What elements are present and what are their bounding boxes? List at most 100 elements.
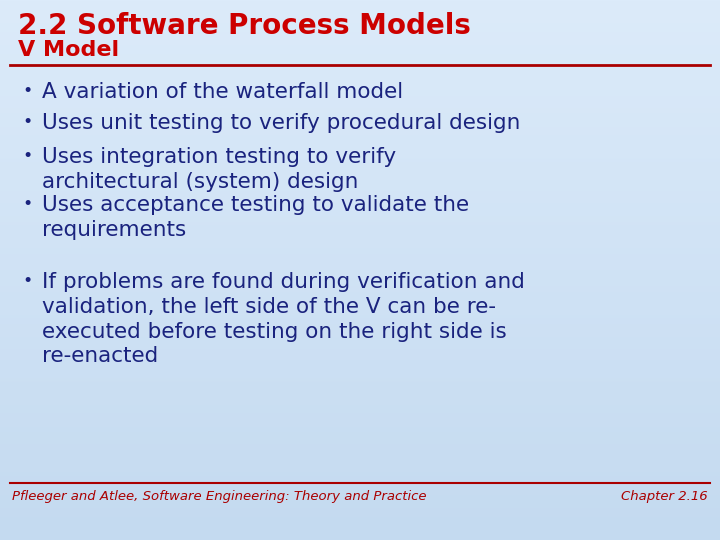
Bar [0,128,720,129]
Bar [0,54,720,55]
Bar [0,464,720,465]
Bar [0,193,720,194]
Bar [0,307,720,308]
Bar [0,368,720,369]
Bar [0,288,720,289]
Bar [0,100,720,101]
Bar [0,127,720,128]
Bar [0,148,720,149]
Bar [0,410,720,411]
Bar [0,425,720,426]
Bar [0,290,720,291]
Bar [0,284,720,285]
Bar [0,537,720,538]
Bar [0,168,720,169]
Bar [0,196,720,197]
Bar [0,419,720,420]
Bar [0,102,720,103]
Bar [0,391,720,392]
Bar [0,376,720,377]
Bar [0,445,720,446]
Bar [0,390,720,391]
Bar [0,66,720,67]
Bar [0,214,720,215]
Bar [0,356,720,357]
Bar [0,211,720,212]
Bar [0,212,720,213]
Bar [0,124,720,125]
Bar [0,291,720,292]
Bar [0,301,720,302]
Bar [0,67,720,68]
Bar [0,152,720,153]
Bar [0,45,720,46]
Bar [0,407,720,408]
Bar [0,440,720,441]
Bar [0,359,720,360]
Bar [0,532,720,533]
Bar [0,274,720,275]
Bar [0,118,720,119]
Bar [0,154,720,155]
Bar [0,182,720,183]
Bar [0,142,720,143]
Bar [0,477,720,478]
Bar [0,267,720,268]
Bar [0,65,720,66]
Bar [0,252,720,253]
Bar [0,318,720,319]
Bar [0,328,720,329]
Bar [0,123,720,124]
Bar [0,414,720,415]
Bar [0,98,720,99]
Text: •: • [22,147,32,165]
Bar [0,344,720,345]
Bar [0,101,720,102]
Bar [0,433,720,434]
Bar [0,0,720,1]
Bar [0,374,720,375]
Bar [0,157,720,158]
Bar [0,30,720,31]
Bar [0,153,720,154]
Bar [0,9,720,10]
Bar [0,515,720,516]
Bar [0,504,720,505]
Bar [0,227,720,228]
Bar [0,472,720,473]
Bar [0,218,720,219]
Bar [0,81,720,82]
Bar [0,478,720,479]
Bar [0,524,720,525]
Bar [0,424,720,425]
Bar [0,417,720,418]
Bar [0,186,720,187]
Bar [0,273,720,274]
Bar [0,232,720,233]
Bar [0,423,720,424]
Bar [0,165,720,166]
Bar [0,448,720,449]
Bar [0,483,720,484]
Bar [0,205,720,206]
Bar [0,190,720,191]
Bar [0,95,720,96]
Bar [0,404,720,405]
Bar [0,226,720,227]
Bar [0,137,720,138]
Bar [0,259,720,260]
Bar [0,108,720,109]
Bar [0,403,720,404]
Bar [0,338,720,339]
Bar [0,377,720,378]
Bar [0,91,720,92]
Bar [0,479,720,480]
Bar [0,496,720,497]
Bar [0,396,720,397]
Bar [0,161,720,162]
Bar [0,354,720,355]
Bar [0,255,720,256]
Bar [0,145,720,146]
Bar [0,121,720,122]
Bar [0,529,720,530]
